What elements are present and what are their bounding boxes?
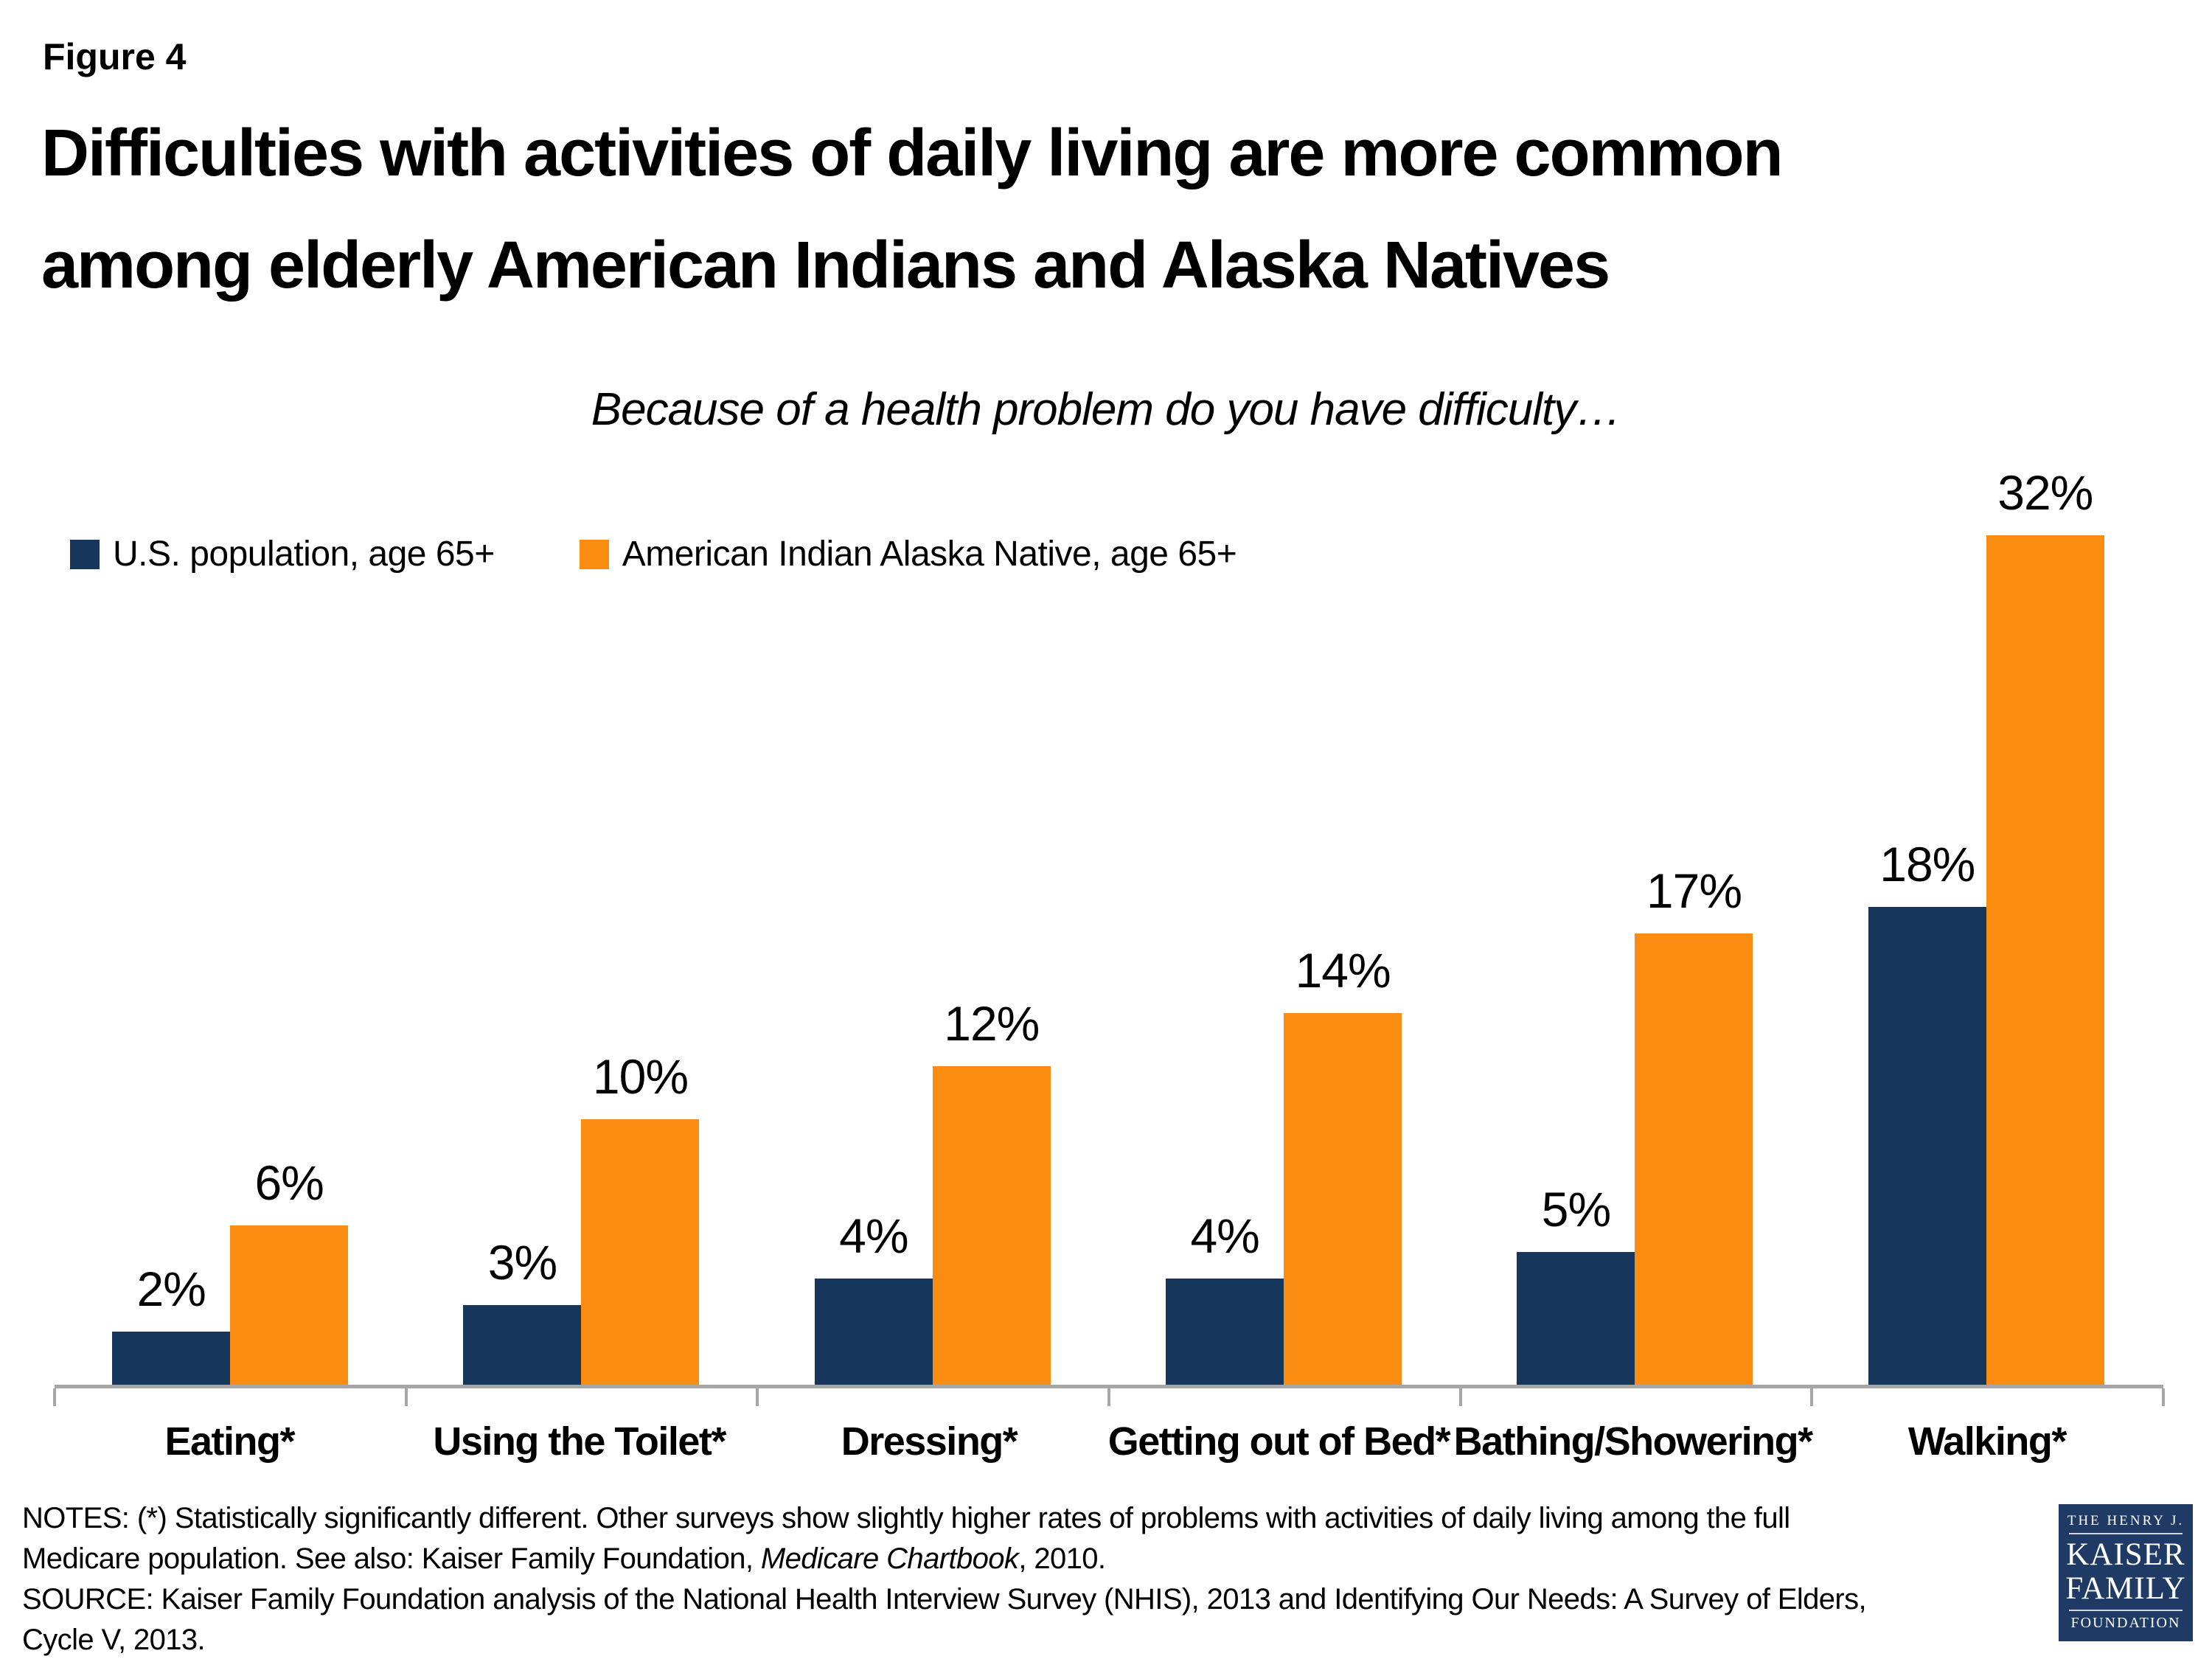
chart-subtitle: Because of a health problem do you have … [591, 384, 1622, 435]
category-group: 5% 17% [1459, 456, 1810, 1385]
bar-column: 17% [1635, 863, 1753, 1385]
axis-tick [756, 1388, 759, 1406]
us-population-bar [1517, 1252, 1635, 1385]
bar-column: 2% [112, 1261, 231, 1385]
bar-column: 32% [1986, 465, 2104, 1385]
bar-value-label: 4% [839, 1208, 908, 1263]
legend-swatch-orange [579, 539, 609, 569]
notes-line-1: NOTES: (*) Statistically significantly d… [22, 1502, 1790, 1534]
aian-bar [932, 1066, 1051, 1385]
aian-bar [1635, 933, 1753, 1385]
axis-tick [404, 1388, 408, 1406]
source-line-1: SOURCE: Kaiser Family Foundation analysi… [22, 1583, 1867, 1615]
us-population-bar [463, 1305, 582, 1385]
notes-block: NOTES: (*) Statistically significantly d… [22, 1498, 1867, 1659]
us-population-bar [1868, 907, 1986, 1385]
title-line-2: among elderly American Indians and Alask… [41, 229, 1610, 302]
category-label: Eating* [164, 1419, 295, 1464]
aian-bar [230, 1225, 349, 1385]
logo-divider-bottom [2069, 1610, 2183, 1611]
title-line-1: Difficulties with activities of daily li… [41, 116, 1784, 190]
bar-column: 4% [814, 1208, 933, 1385]
bar-value-label: 18% [1879, 837, 1975, 891]
legend-swatch-navy [70, 539, 100, 569]
bar-column: 6% [230, 1155, 349, 1385]
category-group: 4% 14% [1108, 456, 1459, 1385]
category-labels: Eating* Using the Toilet* Dressing* Getting… [55, 1419, 2162, 1464]
axis-tick [1810, 1388, 1814, 1406]
page-title: Difficulties with activities of daily li… [41, 97, 1784, 321]
category-label: Dressing* [841, 1419, 1018, 1464]
bar-value-label: 12% [944, 996, 1040, 1051]
chart-plot: 2% 6% 3% 10% 4% 12% 4% 14% 5% 17% 18% 32% [55, 456, 2162, 1385]
bar-value-label: 2% [136, 1262, 206, 1316]
category-group: 2% 6% [55, 456, 406, 1385]
logo-divider-top [2069, 1533, 2183, 1534]
notes-line-2-post: , 2010. [1018, 1543, 1106, 1575]
aian-bar [1986, 535, 2104, 1385]
legend-label-aian: American Indian Alaska Native, age 65+ [622, 535, 1237, 574]
category-label: Getting out of Bed* [1107, 1419, 1451, 1464]
us-population-bar [112, 1332, 231, 1385]
bar-value-label: 5% [1541, 1182, 1611, 1237]
aian-bar [581, 1119, 700, 1385]
bar-value-label: 14% [1295, 943, 1391, 998]
bar-value-label: 17% [1646, 863, 1742, 918]
aian-bar [1284, 1013, 1402, 1385]
logo-text-foundation: FOUNDATION [2070, 1615, 2181, 1631]
bar-column: 12% [932, 995, 1051, 1385]
bar-value-label: 4% [1190, 1208, 1259, 1263]
bar-column: 4% [1166, 1208, 1284, 1385]
source-line-2: Cycle V, 2013. [22, 1624, 206, 1656]
bar-value-label: 10% [592, 1049, 689, 1104]
axis-tick [1458, 1388, 1462, 1406]
bar-column: 5% [1517, 1181, 1635, 1385]
logo-text-family: FAMILY [2065, 1571, 2186, 1606]
axis-tick [2162, 1388, 2165, 1406]
legend-item-aian: American Indian Alaska Native, age 65+ [579, 534, 1237, 574]
notes-line-2-pre: Medicare population. See also: Kaiser Fa… [22, 1543, 761, 1575]
bar-column: 14% [1284, 942, 1402, 1385]
notes-line-2: Medicare population. See also: Kaiser Fa… [22, 1539, 1866, 1579]
us-population-bar [814, 1279, 933, 1385]
bar-value-label: 32% [1997, 465, 2093, 520]
logo-text-henry-j: THE HENRY J. [2067, 1513, 2185, 1528]
x-axis [53, 1385, 2165, 1406]
legend-item-us-population: U.S. population, age 65+ [70, 534, 495, 574]
bar-value-label: 6% [254, 1155, 324, 1210]
axis-tick [1107, 1388, 1110, 1406]
us-population-bar [1166, 1279, 1284, 1385]
category-group: 18% 32% [1811, 456, 2162, 1385]
category-label: Walking* [1907, 1419, 2067, 1464]
kff-logo: THE HENRY J. KAISER FAMILY FOUNDATION [2059, 1504, 2193, 1641]
bar-column: 10% [581, 1048, 700, 1385]
category-group: 3% 10% [406, 456, 757, 1385]
category-group: 4% 12% [757, 456, 1108, 1385]
category-label: Bathing/Showering* [1453, 1419, 1814, 1464]
chart-legend: U.S. population, age 65+ American Indian… [70, 534, 1237, 574]
figure-label: Figure 4 [43, 36, 187, 77]
logo-text-kaiser: KAISER [2066, 1537, 2185, 1572]
category-label: Using the Toilet* [433, 1419, 726, 1464]
axis-tick [53, 1388, 56, 1406]
legend-label-us-population: U.S. population, age 65+ [113, 535, 495, 574]
bar-column: 18% [1868, 836, 1986, 1385]
notes-line-2-italic: Medicare Chartbook [760, 1543, 1019, 1575]
bar-value-label: 3% [487, 1235, 557, 1290]
bar-column: 3% [463, 1234, 582, 1385]
